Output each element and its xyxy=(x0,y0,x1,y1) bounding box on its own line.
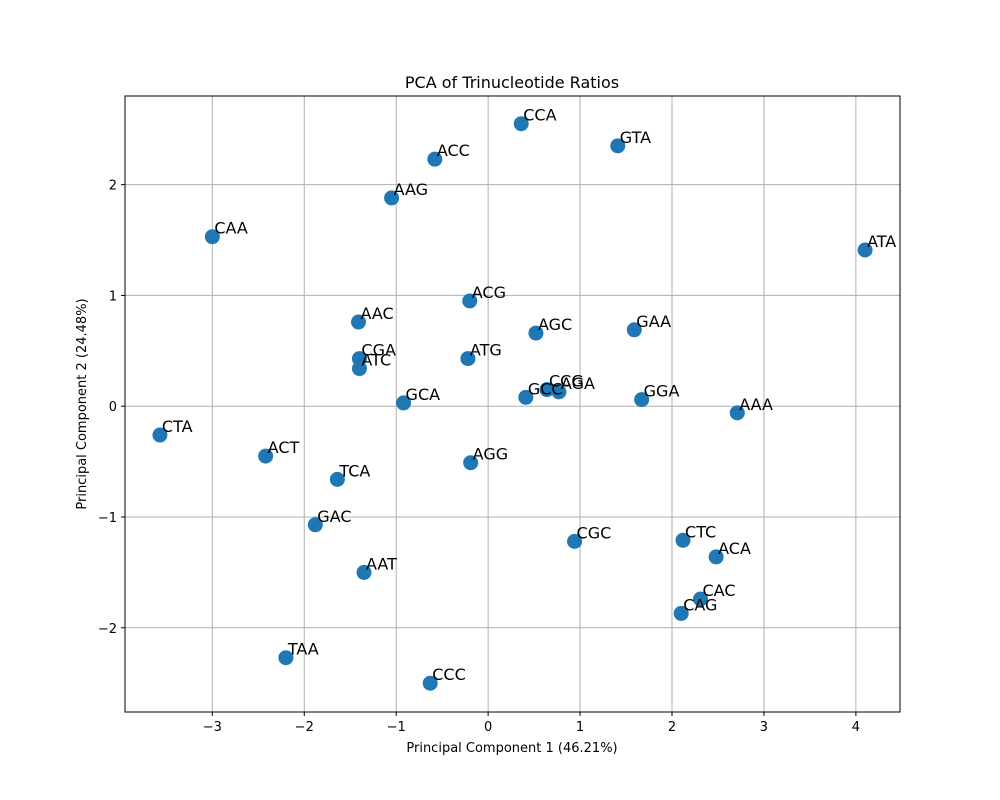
y-axis-ticks: −2 −1 0 1 2 xyxy=(98,179,125,637)
x-tick-label: 1 xyxy=(576,720,584,735)
x-tick-label: 0 xyxy=(484,720,492,735)
data-point xyxy=(427,151,443,167)
point-label: ACA xyxy=(718,539,751,558)
point-label: CAA xyxy=(214,219,248,238)
x-tick-label: 3 xyxy=(760,720,768,735)
data-point xyxy=(307,517,323,533)
data-point xyxy=(539,382,555,398)
x-tick-label: −2 xyxy=(295,720,314,735)
data-point xyxy=(610,138,626,154)
point-label: ACT xyxy=(268,438,300,457)
point-label: AGC xyxy=(538,315,572,334)
data-point xyxy=(693,591,709,607)
data-point xyxy=(384,190,400,206)
point-label: CCG xyxy=(549,372,584,391)
data-point xyxy=(204,229,220,245)
data-point xyxy=(729,405,745,421)
data-point xyxy=(518,389,534,405)
data-point xyxy=(462,293,478,309)
point-label: AAC xyxy=(361,304,394,323)
data-point xyxy=(551,384,567,400)
x-tick-label: 2 xyxy=(668,720,676,735)
x-tick-label: −3 xyxy=(203,720,222,735)
x-tick-label: 4 xyxy=(852,720,860,735)
data-point xyxy=(356,564,372,580)
point-label: AGG xyxy=(473,445,508,464)
data-point xyxy=(351,314,367,330)
point-label: AAA xyxy=(739,395,773,414)
point-label: GGA xyxy=(644,382,680,401)
point-label: CTA xyxy=(162,417,193,436)
data-point xyxy=(857,242,873,258)
point-label: CGA xyxy=(361,341,396,360)
data-point xyxy=(708,549,724,565)
point-label: GCA xyxy=(406,385,441,404)
plot-frame xyxy=(124,95,901,713)
scatter-points xyxy=(152,116,873,691)
point-label: ATG xyxy=(470,341,502,360)
data-point xyxy=(422,675,438,691)
data-point xyxy=(675,532,691,548)
data-point xyxy=(567,533,583,549)
point-label: GCC xyxy=(528,379,563,398)
point-label: GAC xyxy=(317,507,351,526)
chart-title: PCA of Trinucleotide Ratios xyxy=(405,73,619,92)
y-tick-label: −2 xyxy=(98,622,117,637)
y-tick-label: 1 xyxy=(109,289,117,304)
y-tick-label: 2 xyxy=(109,179,117,194)
y-tick-label: −1 xyxy=(98,511,117,526)
point-label: TAA xyxy=(287,640,319,659)
y-axis-label: Principal Component 2 (24.48%) xyxy=(75,298,90,509)
data-point xyxy=(673,605,689,621)
data-point xyxy=(460,351,476,367)
data-point xyxy=(329,471,345,487)
point-label: CAC xyxy=(703,581,736,600)
data-point xyxy=(513,116,529,132)
data-point xyxy=(351,361,367,377)
x-axis-ticks: −3 −2 −1 0 1 2 3 4 xyxy=(203,712,860,735)
point-label: ACG xyxy=(472,283,506,302)
data-point xyxy=(626,322,642,338)
data-point xyxy=(528,325,544,341)
data-point xyxy=(463,455,479,471)
point-label: GAA xyxy=(636,312,671,331)
point-label: CGC xyxy=(577,523,612,542)
point-label: TCA xyxy=(338,461,370,480)
data-point xyxy=(396,395,412,411)
point-label: ATA xyxy=(867,232,896,251)
data-point xyxy=(258,448,274,464)
point-label: AAG xyxy=(394,180,428,199)
point-label: CAG xyxy=(683,595,717,614)
data-point xyxy=(152,427,168,443)
point-label: AGA xyxy=(561,374,595,393)
x-axis-label: Principal Component 1 (46.21%) xyxy=(406,741,617,756)
point-label: CCA xyxy=(523,106,556,125)
point-label: ACC xyxy=(437,141,470,160)
point-label: ATC xyxy=(361,351,391,370)
data-point xyxy=(634,392,650,408)
y-tick-label: 0 xyxy=(109,400,117,415)
point-label: AAT xyxy=(366,554,397,573)
x-tick-label: −1 xyxy=(387,720,406,735)
data-point xyxy=(278,650,294,666)
point-label: CCC xyxy=(432,665,466,684)
point-label: GTA xyxy=(620,128,651,147)
point-label: CTC xyxy=(685,522,716,541)
